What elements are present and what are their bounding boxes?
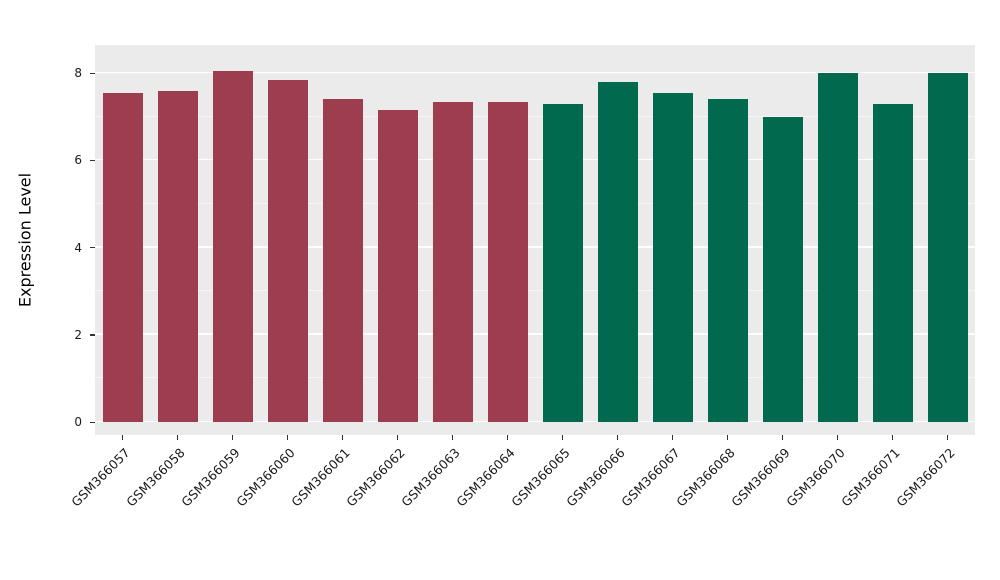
major-gridline <box>95 333 975 335</box>
y-tick-label: 4 <box>74 240 82 255</box>
y-tick-label: 6 <box>74 153 82 168</box>
bar <box>927 73 968 422</box>
bar <box>872 103 913 422</box>
x-tick-mark <box>342 435 344 440</box>
bar <box>157 90 198 422</box>
x-tick-mark <box>562 435 564 440</box>
x-tick-mark <box>892 435 894 440</box>
x-tick-mark <box>397 435 399 440</box>
y-tick-label: 0 <box>74 415 82 429</box>
y-tick-label: 8 <box>74 66 82 81</box>
major-gridline <box>95 246 975 248</box>
major-gridline <box>95 71 975 74</box>
minor-gridline <box>95 290 975 292</box>
minor-gridline <box>95 115 975 117</box>
bar <box>817 73 858 422</box>
major-gridline <box>95 159 975 161</box>
y-tick-mark <box>90 159 95 162</box>
x-tick-mark <box>617 435 619 440</box>
bar <box>377 110 418 422</box>
x-tick-mark <box>122 435 124 440</box>
x-tick-mark <box>782 435 784 440</box>
x-tick-mark <box>727 435 729 440</box>
x-tick-mark <box>287 435 289 440</box>
major-gridline <box>95 420 975 422</box>
x-tick-mark <box>837 435 839 440</box>
bar <box>652 92 693 422</box>
y-tick-label: 2 <box>74 327 82 342</box>
bar <box>597 81 638 422</box>
x-tick-label: GSM366072 <box>893 445 959 510</box>
x-tick-mark <box>507 435 509 440</box>
y-axis: 0 2 4 6 8 <box>0 45 95 435</box>
y-tick-mark <box>90 334 95 336</box>
bar <box>102 92 143 422</box>
plot-panel <box>95 45 975 435</box>
x-axis: GSM366057 GSM366058 GSM366059 GSM366060 GSM3… <box>69 435 975 575</box>
x-tick-mark <box>672 435 674 440</box>
x-tick-mark <box>177 435 179 440</box>
minor-gridline <box>95 377 975 379</box>
bar <box>707 99 748 422</box>
y-tick-mark <box>90 72 95 74</box>
bar <box>762 116 803 422</box>
y-tick-mark <box>90 421 95 423</box>
x-tick-mark <box>947 435 949 440</box>
y-tick-mark <box>90 247 95 249</box>
bar <box>542 103 583 422</box>
bar <box>267 79 308 422</box>
x-tick-mark <box>452 435 454 440</box>
minor-gridline <box>95 203 975 204</box>
x-tick-mark <box>232 435 234 440</box>
bar <box>487 101 528 422</box>
bar <box>212 71 253 422</box>
bar <box>322 99 363 422</box>
bar <box>432 101 473 422</box>
